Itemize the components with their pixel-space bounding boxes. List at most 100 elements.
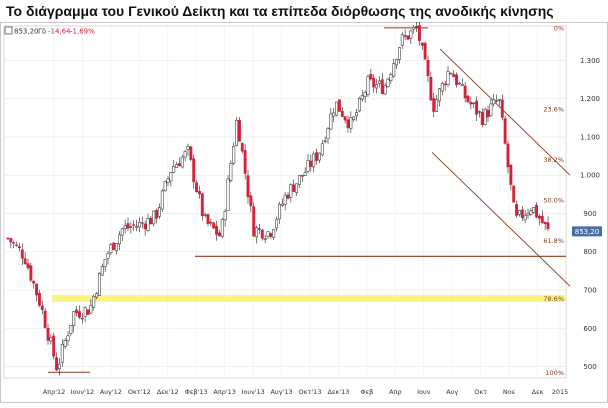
candle-body-46 bbox=[137, 222, 141, 228]
candle-body-28 bbox=[86, 309, 90, 315]
candle-53 bbox=[157, 203, 161, 220]
y-tick-label-3: 800 bbox=[583, 248, 596, 256]
last-value-label: 853,20 bbox=[575, 228, 600, 236]
candle-164 bbox=[475, 96, 479, 121]
candle-157 bbox=[455, 72, 459, 88]
candle-body-130 bbox=[377, 80, 381, 84]
candle-113 bbox=[329, 108, 333, 130]
candle-76 bbox=[223, 208, 227, 227]
candle-82 bbox=[240, 142, 244, 154]
candle-25 bbox=[77, 305, 81, 320]
candle-body-148 bbox=[429, 76, 433, 101]
candle-body-33 bbox=[100, 266, 104, 276]
candle-107 bbox=[312, 151, 316, 173]
candle-body-145 bbox=[420, 42, 424, 46]
candle-162 bbox=[469, 96, 473, 110]
candle-body-120 bbox=[349, 117, 353, 129]
candle-188 bbox=[543, 221, 547, 230]
candle-137 bbox=[397, 47, 401, 64]
candle-91 bbox=[266, 231, 270, 239]
candle-body-83 bbox=[243, 150, 247, 174]
candle-body-170 bbox=[492, 99, 496, 105]
candle-body-155 bbox=[449, 72, 453, 75]
candle-94 bbox=[275, 216, 279, 232]
candle-37 bbox=[112, 242, 116, 251]
candle-58 bbox=[172, 160, 176, 174]
candle-27 bbox=[83, 306, 87, 323]
candle-body-111 bbox=[323, 140, 327, 142]
candle-body-154 bbox=[446, 71, 450, 86]
candle-125 bbox=[363, 90, 367, 103]
candle-body-77 bbox=[226, 178, 230, 212]
candle-152 bbox=[440, 81, 444, 96]
candle-112 bbox=[326, 126, 330, 144]
candle-156 bbox=[452, 70, 456, 78]
candle-135 bbox=[392, 58, 396, 78]
candle-body-94 bbox=[275, 219, 279, 229]
candle-66 bbox=[195, 180, 199, 193]
candle-124 bbox=[360, 89, 364, 102]
candle-body-116 bbox=[337, 99, 341, 112]
x-tick-label-13: Ιουν bbox=[417, 388, 431, 396]
x-tick-label-2: Αυγ'12 bbox=[100, 388, 122, 396]
candle-body-7 bbox=[26, 263, 30, 269]
candle-body-13 bbox=[43, 310, 47, 329]
legend-change-pct: -1,69% bbox=[70, 28, 95, 36]
candle-body-58 bbox=[172, 166, 176, 173]
candle-body-161 bbox=[466, 95, 470, 103]
candle-body-162 bbox=[469, 102, 473, 105]
candle-101 bbox=[295, 183, 299, 196]
candle-42 bbox=[126, 217, 130, 232]
candle-body-113 bbox=[329, 113, 333, 130]
candle-body-117 bbox=[340, 110, 344, 117]
y-tick-label-1: 600 bbox=[583, 325, 596, 333]
candle-body-29 bbox=[89, 304, 93, 314]
x-tick-label-9: Οκτ'13 bbox=[299, 388, 322, 396]
candle-79 bbox=[232, 142, 236, 165]
candle-97 bbox=[283, 191, 287, 211]
candle-body-81 bbox=[237, 120, 241, 142]
candle-121 bbox=[352, 116, 356, 122]
candle-body-134 bbox=[389, 74, 393, 81]
candle-104 bbox=[303, 167, 307, 177]
candle-177 bbox=[512, 185, 516, 203]
candle-body-153 bbox=[443, 83, 447, 86]
candle-68 bbox=[200, 192, 204, 221]
candle-body-166 bbox=[480, 111, 484, 126]
candle-57 bbox=[169, 172, 173, 187]
candle-21 bbox=[66, 331, 70, 346]
candle-body-149 bbox=[432, 98, 436, 112]
candle-132 bbox=[383, 82, 387, 96]
candle-body-61 bbox=[180, 156, 184, 168]
candle-body-14 bbox=[46, 328, 50, 341]
candle-body-74 bbox=[217, 232, 221, 237]
candle-body-20 bbox=[63, 340, 67, 347]
candle-84 bbox=[246, 169, 250, 204]
candle-body-43 bbox=[129, 226, 133, 228]
candle-149 bbox=[432, 92, 436, 118]
candle-46 bbox=[137, 217, 141, 233]
candle-body-189 bbox=[546, 222, 550, 229]
fib-label-3: 50.0% bbox=[543, 197, 564, 205]
candle-body-98 bbox=[286, 194, 290, 199]
candle-5 bbox=[20, 243, 24, 266]
candle-body-91 bbox=[266, 231, 270, 237]
candle-body-179 bbox=[517, 210, 521, 215]
candle-body-4 bbox=[17, 246, 21, 248]
highlight-band bbox=[52, 294, 566, 302]
y-tick-label-4: 900 bbox=[583, 210, 596, 218]
candle-body-139 bbox=[403, 35, 407, 37]
candle-body-156 bbox=[452, 74, 456, 78]
candle-body-110 bbox=[320, 143, 324, 156]
candle-body-25 bbox=[77, 311, 81, 318]
candle-body-144 bbox=[417, 25, 421, 41]
candle-179 bbox=[517, 209, 521, 217]
candle-142 bbox=[412, 24, 416, 34]
candle-153 bbox=[443, 81, 447, 92]
candle-14 bbox=[46, 323, 50, 345]
candle-body-122 bbox=[355, 112, 359, 117]
candle-106 bbox=[309, 154, 313, 172]
candle-139 bbox=[403, 29, 407, 41]
candle-4 bbox=[17, 242, 21, 252]
x-tick-label-15: Οκτ bbox=[474, 388, 487, 396]
